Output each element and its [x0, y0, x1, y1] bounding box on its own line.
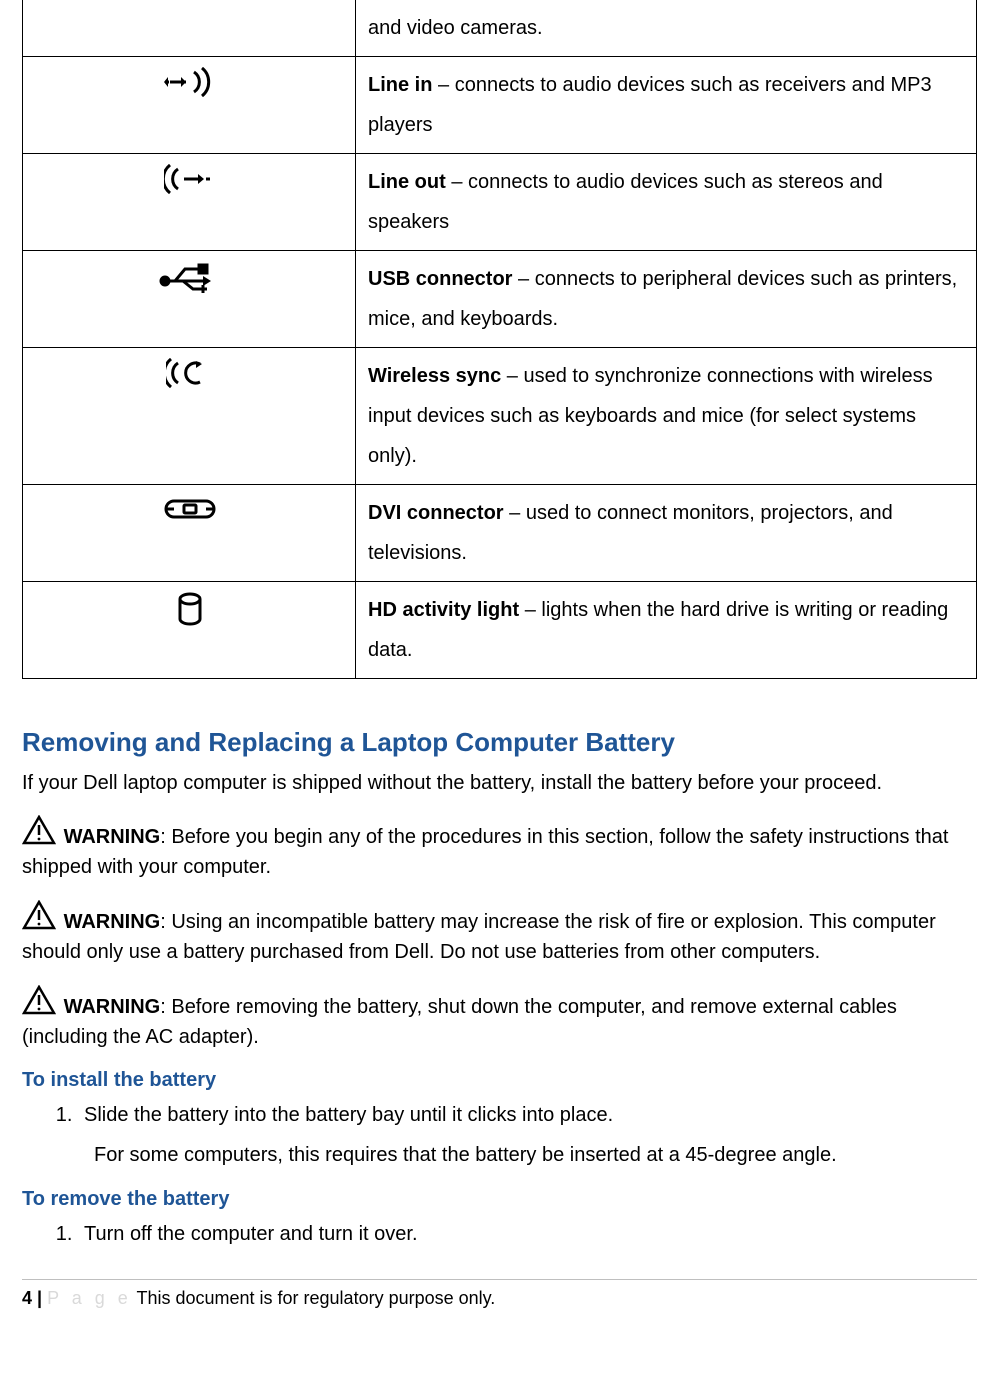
table-desc-cell: and video cameras. [356, 0, 977, 57]
dvi-icon [164, 495, 216, 523]
usb-icon [159, 261, 221, 293]
table-icon-cell [23, 154, 356, 251]
warning-icon [22, 815, 56, 853]
row-sep: – [501, 365, 523, 387]
table-desc-cell: Line in – connects to audio devices such… [356, 57, 977, 154]
table-row: DVI connector – used to connect monitors… [23, 485, 977, 582]
row-term: Line out [368, 171, 446, 193]
list-item: Turn off the computer and turn it over. [78, 1219, 977, 1249]
row-term: HD activity light [368, 599, 519, 621]
intro-paragraph: If your Dell laptop computer is shipped … [22, 770, 977, 797]
footer-page-label: P a g e [47, 1288, 132, 1308]
row-term: Wireless sync [368, 365, 501, 387]
table-icon-cell [23, 57, 356, 154]
ports-table: and video cameras. Line in – co [22, 0, 977, 679]
table-row: and video cameras. [23, 0, 977, 57]
table-desc-cell: Line out – connects to audio devices suc… [356, 154, 977, 251]
warning-label: WARNING [64, 826, 161, 848]
wireless-sync-icon [166, 358, 214, 388]
table-row: Line in – connects to audio devices such… [23, 57, 977, 154]
warning-text: : Using an incompatible battery may incr… [22, 911, 936, 963]
footer-text: This document is for regulatory purpose … [136, 1288, 495, 1308]
section-heading: Removing and Replacing a Laptop Computer… [22, 727, 977, 758]
table-row: HD activity light – lights when the hard… [23, 582, 977, 679]
table-desc-cell: Wireless sync – used to synchronize conn… [356, 348, 977, 485]
table-row: Wireless sync – used to synchronize conn… [23, 348, 977, 485]
table-icon-cell [23, 348, 356, 485]
row-term: Line in [368, 74, 432, 96]
remove-steps: Turn off the computer and turn it over. [22, 1219, 977, 1249]
line-out-icon [164, 164, 216, 194]
line-in-icon [164, 67, 216, 97]
row-sep: – [446, 171, 468, 193]
table-icon-cell [23, 582, 356, 679]
warning-text: : Before you begin any of the procedures… [22, 826, 948, 878]
hd-activity-icon [176, 592, 204, 626]
install-step-extra: For some computers, this requires that t… [94, 1140, 977, 1170]
warning-icon [22, 900, 56, 938]
warning-block: WARNING: Using an incompatible battery m… [22, 900, 977, 967]
table-desc-cell: HD activity light – lights when the hard… [356, 582, 977, 679]
table-row: Line out – connects to audio devices suc… [23, 154, 977, 251]
row-term: USB connector [368, 268, 512, 290]
list-item: Slide the battery into the battery bay u… [78, 1100, 977, 1130]
row-desc: and video cameras. [368, 17, 543, 39]
footer-sep: | [32, 1288, 47, 1308]
warning-block: WARNING: Before removing the battery, sh… [22, 985, 977, 1052]
table-icon-cell [23, 485, 356, 582]
footer-page-number: 4 [22, 1288, 32, 1308]
page-footer: 4 | P a g e This document is for regulat… [22, 1288, 977, 1309]
footer-rule [22, 1279, 977, 1280]
table-icon-cell [23, 251, 356, 348]
install-steps: Slide the battery into the battery bay u… [22, 1100, 977, 1130]
table-desc-cell: USB connector – connects to peripheral d… [356, 251, 977, 348]
warning-label: WARNING [64, 911, 161, 933]
document-page: and video cameras. Line in – co [0, 0, 999, 1309]
table-desc-cell: DVI connector – used to connect monitors… [356, 485, 977, 582]
warning-icon [22, 985, 56, 1023]
remove-heading: To remove the battery [22, 1188, 977, 1211]
row-sep: – [432, 74, 454, 96]
row-term: DVI connector [368, 502, 504, 524]
table-row: USB connector – connects to peripheral d… [23, 251, 977, 348]
row-sep: – [512, 268, 534, 290]
warning-block: WARNING: Before you begin any of the pro… [22, 815, 977, 882]
row-sep: – [519, 599, 541, 621]
warning-label: WARNING [64, 996, 161, 1018]
row-sep: – [504, 502, 526, 524]
table-icon-cell [23, 0, 356, 57]
install-heading: To install the battery [22, 1069, 977, 1092]
